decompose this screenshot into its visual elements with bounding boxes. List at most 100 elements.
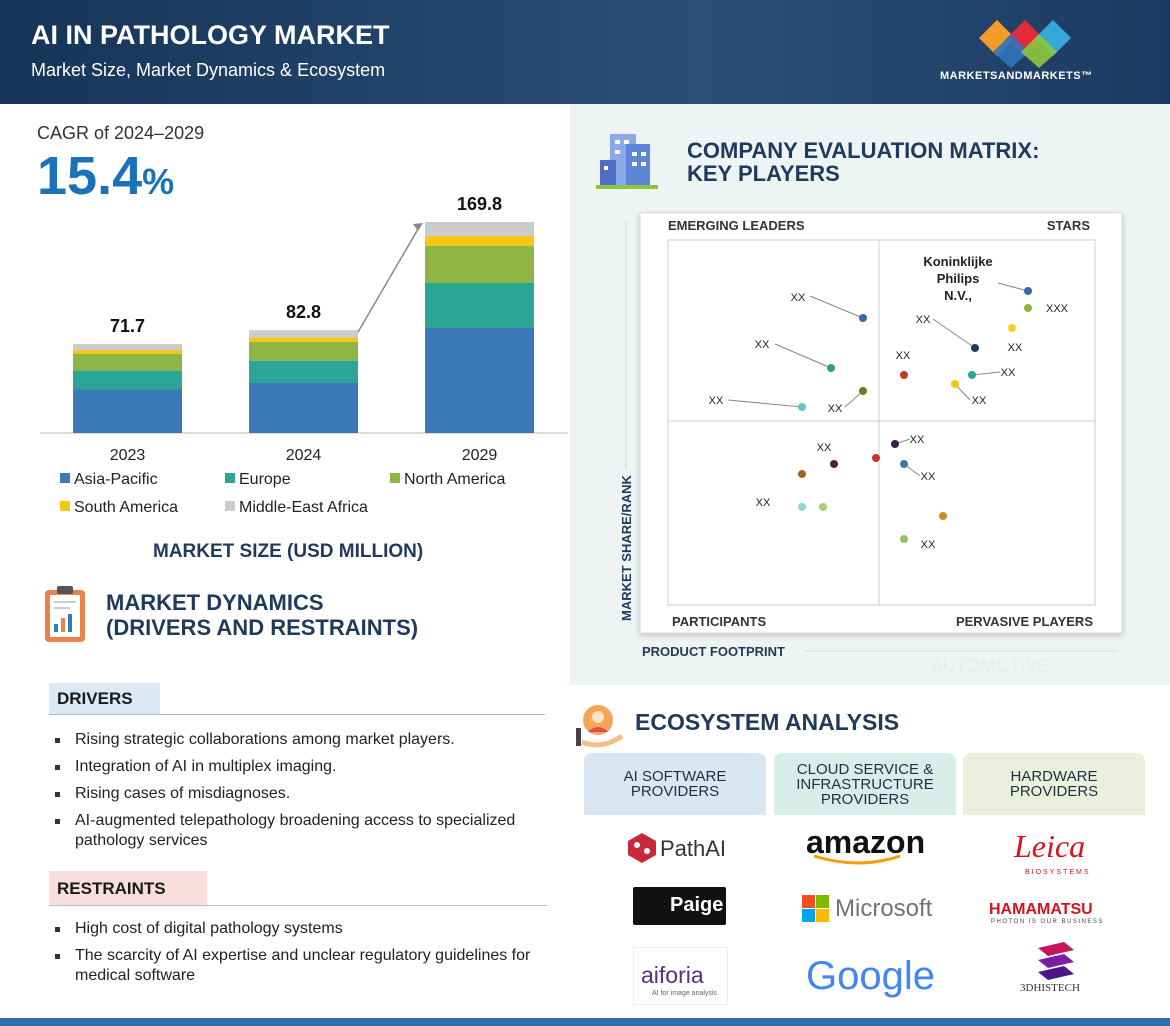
restraints-title: RESTRAINTS [57, 879, 166, 898]
leader-line [971, 371, 1001, 376]
bar-segment [73, 350, 182, 354]
subtitle: Market Size, Market Dynamics & Ecosystem [31, 60, 386, 80]
quadrant: STARS [1047, 218, 1090, 233]
header [0, 0, 1170, 104]
brand-logo [979, 20, 1071, 68]
legend-label: Middle-East Africa [239, 499, 368, 516]
company-label: XX [756, 497, 771, 509]
total-label: 82.8 [286, 302, 321, 322]
quadrant: PERVASIVE PLAYERS [956, 614, 1093, 629]
legend-swatch [225, 501, 235, 511]
total-label: 169.8 [457, 194, 502, 214]
bar-segment [249, 337, 358, 342]
watermark: AUTOMOTIVE [931, 656, 1050, 676]
arrow-head [413, 223, 423, 232]
footer-bar [0, 1018, 1170, 1026]
x-tick-label: 2023 [110, 447, 146, 464]
legend-label: South America [74, 499, 178, 516]
company-label: XX [817, 442, 832, 454]
header-line: PROVIDERS [820, 790, 910, 808]
company-label: Koninklijke [923, 254, 992, 269]
restraints-tab [49, 871, 207, 905]
company-label: XX [916, 314, 931, 326]
total-label: 71.7 [110, 316, 145, 336]
cagr-value: 15.4% [37, 145, 174, 207]
quadrant: EMERGING LEADERS [668, 218, 805, 233]
legend-label: Asia-Pacific [74, 471, 158, 488]
bar-segment [249, 382, 358, 433]
drivers-rule [49, 714, 545, 715]
company-dot [819, 503, 827, 511]
bullet [55, 819, 60, 824]
company-dot [1008, 324, 1016, 332]
leader-line [844, 390, 864, 408]
company-dot [891, 440, 899, 448]
growth-arrow [357, 223, 422, 333]
logo-hamamatsu: HAMAMATSU [989, 901, 1093, 918]
bar-segment [73, 370, 182, 390]
column-header: CLOUD SERVICE & INFRASTRUCTURE PROVIDERS [774, 753, 956, 815]
ecosystem-title: ECOSYSTEM ANALYSIS [635, 709, 900, 735]
driver: AI-augmented telepathology broadening ac… [75, 812, 516, 849]
bar-segment [425, 236, 534, 246]
company-label: XX [1008, 342, 1023, 354]
company-dot [900, 535, 908, 543]
amazon-smile [813, 854, 901, 865]
logo-aiforia-box [633, 947, 728, 1005]
company-label: XX [921, 471, 936, 483]
dynamics-icon [45, 586, 85, 642]
logo-paige-box [633, 887, 726, 925]
company-dot [859, 387, 867, 395]
matrix-area [667, 239, 1096, 606]
bar-segment [73, 389, 182, 433]
header-line: AI SOFTWARE [623, 768, 727, 785]
header-line: INFRASTRUCTURE [796, 775, 934, 793]
company-dot [968, 371, 976, 379]
leader-line [774, 343, 832, 369]
bar-segment [249, 360, 358, 383]
company-dot [939, 512, 947, 520]
leader-line [809, 295, 864, 319]
logo-3dhistech: 3DHISTECH [1020, 982, 1080, 994]
leader-line [932, 318, 976, 349]
logo-aiforia-tag: AI for image analysis [652, 990, 717, 997]
company-label: Philips [937, 271, 980, 286]
brand: MARKETSANDMARKETS™ [940, 70, 1093, 82]
company-dot [900, 371, 908, 379]
header-line: PROVIDERS [1009, 783, 1099, 800]
bar-segment [73, 353, 182, 371]
y-label: MARKET SHARE/RANK [619, 474, 634, 621]
drivers-title: DRIVERS [57, 689, 133, 708]
logo-leica: Leica [1014, 828, 1086, 864]
bullet [55, 954, 60, 959]
matrix-title-2: KEY PLAYERS [687, 161, 840, 186]
company-dot [798, 403, 806, 411]
legend-label: North America [404, 471, 505, 488]
cagr-number: 15.4 [37, 146, 143, 206]
legend-label: Europe [239, 471, 291, 488]
matrix-title-1: COMPANY EVALUATION MATRIX: [687, 138, 1040, 163]
bar-segment [425, 283, 534, 329]
company-label: XX [1001, 367, 1016, 379]
company-label: XX [828, 403, 843, 415]
drivers-tab [49, 683, 160, 714]
company-label: XX [972, 395, 987, 407]
x-label: PRODUCT FOOTPRINT [642, 644, 785, 659]
company-dot [798, 503, 806, 511]
legend-swatch [390, 473, 400, 483]
company-dot [1024, 304, 1032, 312]
company-dot [1024, 287, 1032, 295]
company-dot [951, 380, 959, 388]
ecosystem-icon [576, 705, 624, 748]
company-label: XX [910, 434, 925, 446]
chart-xlabel: MARKET SIZE (USD MILLION) [153, 541, 424, 562]
logo-microsoft: Microsoft [835, 895, 933, 922]
bar-segment [249, 341, 358, 361]
bullet [55, 738, 60, 743]
bullet [55, 792, 60, 797]
matrix-icon [596, 134, 658, 189]
bar-segment [249, 330, 358, 338]
company-label: XX [921, 539, 936, 551]
logo-hamamatsu-sub: PHOTON IS OUR BUSINESS [991, 919, 1104, 925]
